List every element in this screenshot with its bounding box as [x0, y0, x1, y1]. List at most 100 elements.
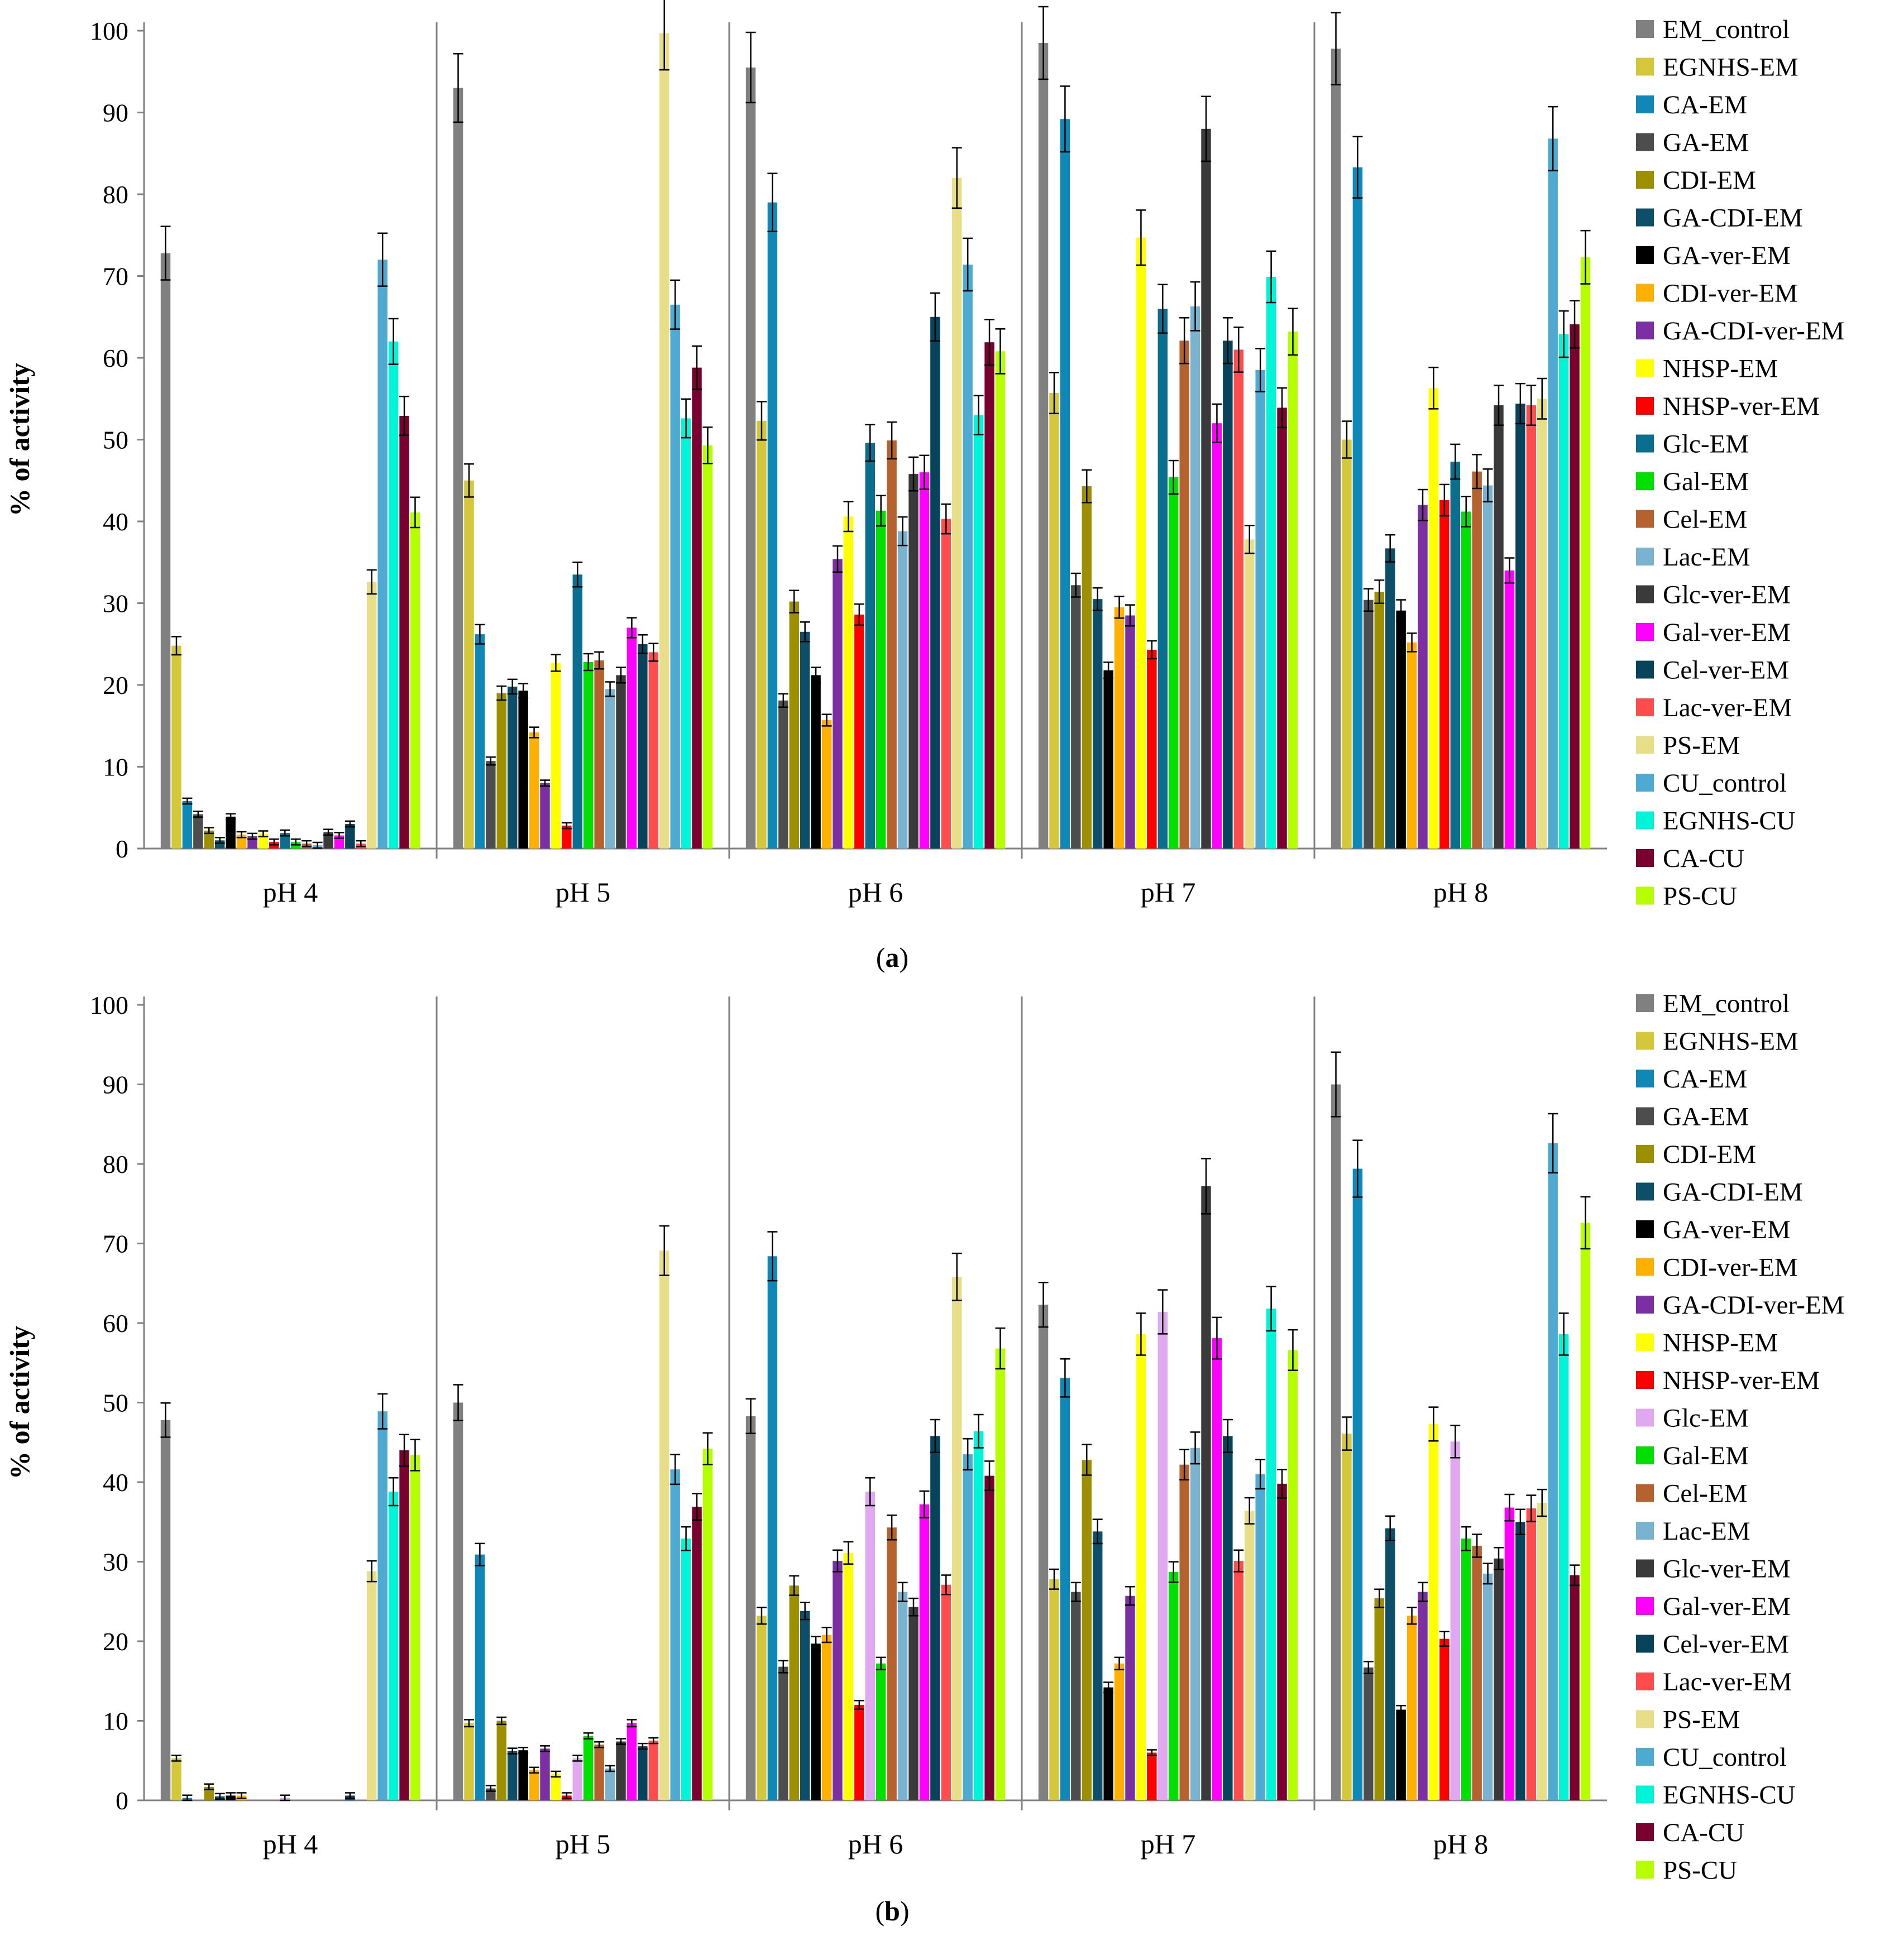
bar-GA-CDI-ver-EM-pH8: [1418, 505, 1428, 849]
bar-EM_control-pH5: [453, 88, 463, 849]
legend-label: GA-ver-EM: [1663, 241, 1791, 270]
error-bar: [1266, 250, 1276, 304]
error-bar: [919, 1490, 930, 1519]
legend-label: EGNHS-EM: [1663, 1027, 1798, 1056]
legend-item: CA-EM: [1636, 90, 1747, 119]
bar-Gal-ver-EM-pH6: [919, 1504, 930, 1800]
bar-NHSP-EM-pH8: [1428, 388, 1439, 849]
error-bar: [984, 319, 995, 366]
error-bar: [1049, 1568, 1059, 1590]
bar-GA-CDI-EM-pH8: [1385, 1528, 1395, 1800]
bar-Gal-ver-EM-pH5: [626, 627, 637, 849]
error-bar: [1190, 1431, 1200, 1465]
bar-EGNHS-CU-pH4: [388, 1492, 399, 1800]
error-bar: [226, 1792, 236, 1799]
bar-GA-EM-pH5: [486, 761, 496, 849]
legend-label: Lac-ver-EM: [1663, 1667, 1792, 1697]
bar-Gal-EM-pH7: [1169, 477, 1179, 849]
legend-swatch: [1636, 1861, 1654, 1879]
error-bar: [1570, 1564, 1580, 1587]
legend-swatch: [1636, 57, 1654, 76]
error-bar: [1450, 443, 1461, 480]
legend-item: CA-EM: [1636, 1065, 1747, 1094]
error-bar: [1385, 534, 1395, 563]
error-bar: [1255, 1459, 1266, 1490]
error-bar: [692, 345, 702, 390]
error-bar: [843, 501, 854, 533]
bar-CDI-EM-pH5: [496, 1721, 506, 1800]
error-bar: [1428, 366, 1439, 410]
error-bar: [1244, 1497, 1255, 1525]
bar-Lac-EM-pH6: [897, 531, 908, 849]
bar-EM_control-pH6: [745, 67, 756, 849]
legend-item: EGNHS-CU: [1636, 1781, 1796, 1810]
error-bar: [236, 1792, 247, 1799]
error-bar: [1439, 483, 1450, 517]
y-tick-label: 50: [103, 1389, 128, 1417]
bar-EM_control-pH7: [1038, 1305, 1049, 1800]
bar-Lac-ver-EM-pH6: [941, 1584, 951, 1800]
legend-label: CDI-ver-EM: [1663, 279, 1798, 308]
error-bar: [670, 279, 681, 330]
bar-NHSP-EM-pH6: [843, 516, 854, 849]
bar-PS-EM-pH4: [367, 582, 377, 849]
legend-label: Glc-ver-EM: [1663, 1555, 1791, 1584]
bar-NHSP-EM-pH5: [551, 1774, 561, 1800]
error-bar: [496, 685, 507, 701]
y-tick-label: 70: [103, 1230, 128, 1258]
error-bar: [637, 634, 648, 654]
x-category-label: pH 8: [1433, 1828, 1489, 1860]
legend-label: GA-CDI-ver-EM: [1663, 1291, 1844, 1320]
legend-swatch: [1636, 1107, 1654, 1125]
error-bar: [1277, 1469, 1288, 1499]
error-bar: [1461, 496, 1471, 528]
error-bar: [1168, 459, 1179, 495]
error-bar: [1136, 209, 1146, 266]
error-bar: [681, 1526, 691, 1551]
error-bar: [973, 395, 984, 435]
bar-EM_control-pH5: [453, 1402, 463, 1800]
bar-CDI-EM-pH5: [496, 693, 506, 849]
error-bar: [312, 841, 323, 849]
error-bar: [485, 756, 496, 766]
legend-item: CA-CU: [1636, 844, 1744, 873]
error-bar: [702, 1432, 713, 1465]
error-bar: [887, 421, 897, 460]
bar-NHSP-EM-pH5: [551, 663, 561, 849]
legend-label: GA-ver-EM: [1663, 1215, 1791, 1244]
error-bar: [1407, 632, 1417, 653]
error-bar: [463, 1719, 474, 1728]
x-category-label: pH 7: [1141, 876, 1196, 908]
error-bar: [1233, 326, 1244, 373]
error-bar: [876, 495, 886, 527]
bar-EGNHS-EM-pH4: [171, 1758, 181, 1800]
legend-item: CDI-ver-EM: [1636, 1253, 1798, 1282]
bar-Gal-EM-pH6: [876, 510, 886, 849]
bar-GA-EM-pH6: [778, 1666, 788, 1800]
bar-CDI-EM-pH7: [1082, 1460, 1092, 1800]
error-bar: [1472, 1534, 1482, 1558]
error-bar: [1092, 587, 1103, 611]
error-bar: [269, 838, 279, 846]
error-bar: [1396, 1704, 1407, 1715]
bar-Lac-EM-pH7: [1190, 306, 1200, 849]
bar-GA-CDI-ver-EM-pH6: [833, 559, 843, 849]
error-bar: [854, 1700, 864, 1710]
error-bar: [1114, 596, 1125, 619]
bar-PS-EM-pH6: [952, 1277, 962, 1800]
bar-Gal-ver-EM-pH8: [1504, 570, 1515, 849]
error-bar: [605, 1765, 615, 1772]
bar-Lac-EM-pH6: [897, 1592, 908, 1800]
bar-Cel-ver-EM-pH6: [930, 1436, 940, 1800]
legend-swatch: [1636, 660, 1654, 679]
error-bar: [182, 1794, 193, 1801]
bar-CA-CU-pH8: [1570, 324, 1580, 849]
legend-label: PS-CU: [1663, 882, 1737, 911]
error-bar: [1103, 662, 1114, 679]
bar-GA-EM-pH4: [193, 814, 203, 849]
error-bar: [745, 1398, 756, 1434]
bar-GA-CDI-ver-EM-pH8: [1418, 1592, 1428, 1800]
bar-GA-EM-pH6: [778, 700, 788, 849]
error-bar: [594, 651, 605, 670]
error-bar: [832, 1549, 843, 1573]
